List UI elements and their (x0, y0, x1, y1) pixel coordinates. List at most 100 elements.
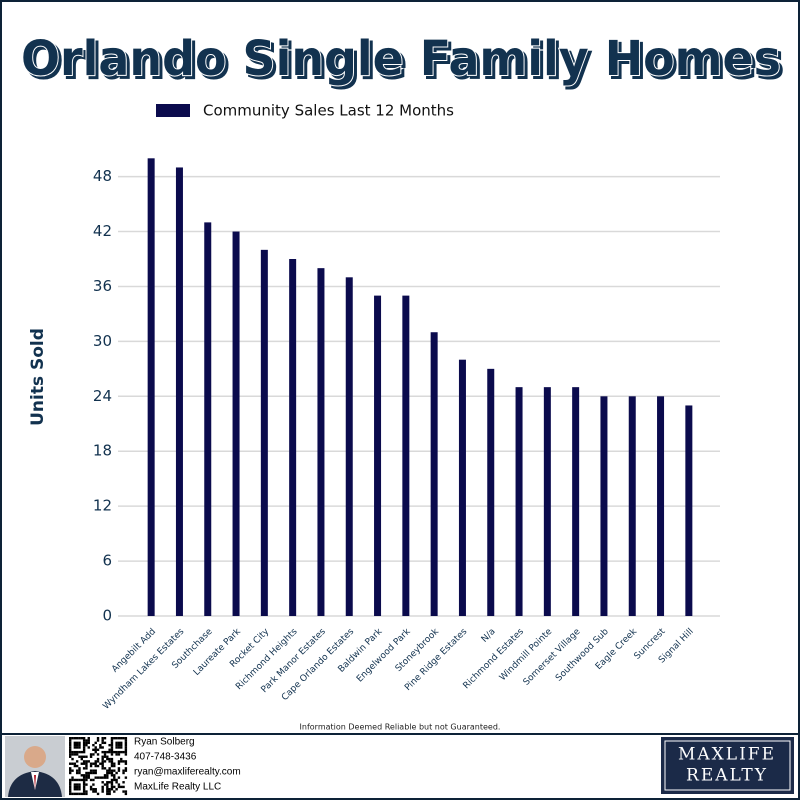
qr-module (85, 778, 88, 782)
qr-module (73, 785, 77, 789)
qr-module (96, 739, 100, 742)
qr-module (82, 788, 86, 791)
qr-module (101, 741, 104, 745)
qr-module (78, 785, 81, 789)
bar (458, 359, 466, 616)
qr-module (73, 762, 77, 765)
qr-module (85, 755, 88, 758)
qr-module (120, 743, 123, 747)
qr-module (124, 746, 128, 749)
qr-module (75, 783, 79, 786)
qr-module (92, 783, 95, 786)
qr-module (124, 750, 128, 754)
y-tick-label: 18 (93, 442, 112, 460)
qr-module (69, 739, 72, 742)
qr-module (78, 792, 81, 796)
qr-module (108, 769, 111, 772)
qr-module (69, 785, 72, 789)
qr-module (103, 753, 107, 756)
qr-code (68, 736, 128, 796)
qr-module (122, 771, 125, 775)
qr-module (110, 771, 114, 775)
qr-module (94, 764, 97, 768)
y-tick-label: 42 (93, 222, 112, 240)
qr-module (101, 757, 104, 761)
qr-module (96, 776, 100, 779)
qr-module (69, 788, 72, 791)
qr-module (78, 767, 81, 770)
qr-module (117, 743, 121, 747)
qr-module (122, 760, 125, 763)
qr-module (101, 755, 104, 758)
legend-swatch (156, 104, 190, 117)
qr-module (110, 764, 114, 768)
logo-box (661, 737, 794, 794)
qr-module (80, 778, 83, 782)
qr-module (94, 746, 97, 749)
qr-module (108, 792, 111, 796)
qr-module (117, 769, 121, 772)
qr-module (110, 781, 114, 784)
qr-module (94, 760, 97, 763)
qr-module (106, 783, 109, 786)
qr-module (82, 792, 86, 796)
qr-module (87, 760, 90, 763)
qr-module (101, 790, 104, 793)
qr-module (82, 778, 86, 782)
qr-module (69, 741, 72, 745)
qr-module (103, 750, 107, 754)
qr-module (82, 774, 86, 777)
qr-module (94, 748, 97, 751)
qr-module (103, 741, 107, 745)
qr-module (82, 746, 86, 749)
qr-module (106, 769, 109, 772)
qr-module (92, 748, 95, 751)
qr-module (73, 778, 77, 782)
qr-module (113, 790, 116, 793)
agent-company: MaxLife Realty LLC (134, 782, 221, 793)
qr-module (117, 760, 121, 763)
qr-module (85, 760, 88, 763)
qr-module (73, 753, 77, 756)
logo-text: MAXLIFE (678, 745, 776, 765)
qr-module (78, 778, 81, 782)
qr-module (103, 755, 107, 758)
qr-module (110, 769, 114, 772)
qr-module (108, 771, 111, 775)
qr-module (110, 788, 114, 791)
qr-module (85, 783, 88, 786)
qr-module (75, 753, 79, 756)
qr-module (89, 769, 93, 772)
qr-module (73, 741, 77, 745)
qr-module (106, 790, 109, 793)
disclaimer: Information Deemed Reliable but not Guar… (300, 723, 501, 732)
qr-module (124, 737, 128, 740)
qr-module (124, 762, 128, 765)
qr-module (101, 762, 104, 765)
qr-module (71, 757, 74, 761)
logo-frame (664, 740, 791, 791)
qr-module (71, 762, 74, 765)
qr-module (110, 760, 114, 763)
qr-module (82, 741, 86, 745)
qr-module (101, 746, 104, 749)
qr-module (124, 767, 128, 770)
agent-photo (5, 736, 65, 797)
qr-module (115, 788, 118, 791)
qr-module (75, 764, 79, 768)
bar (260, 249, 268, 616)
qr-module (120, 741, 123, 745)
qr-module (103, 774, 107, 777)
qr-module (110, 778, 114, 782)
qr-module (113, 737, 116, 740)
qr-module (110, 762, 114, 765)
qr-module (71, 753, 74, 756)
qr-module (115, 741, 118, 745)
qr-module (115, 746, 118, 749)
qr-module (94, 776, 97, 779)
qr-module (87, 737, 90, 740)
qr-module (92, 778, 95, 782)
qr-module (80, 774, 83, 777)
qr-module (69, 792, 72, 796)
